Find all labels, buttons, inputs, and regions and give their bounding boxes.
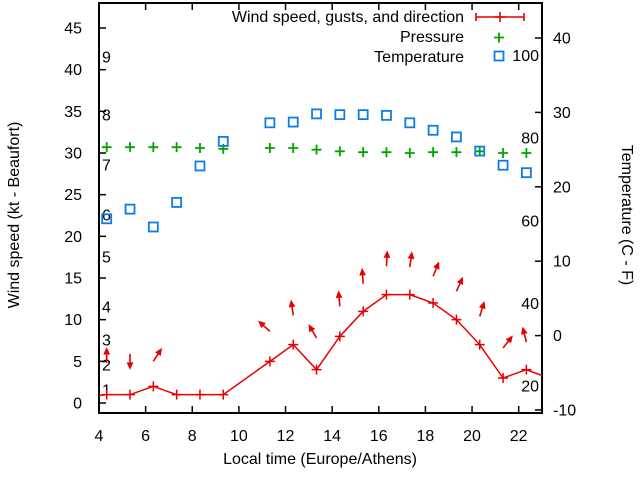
left-tick-label: 20 — [64, 229, 82, 246]
left-tick-label: 45 — [64, 21, 82, 38]
axis-ticks-and-labels: 4 6 8 10 12 14 16 18 20 22051015202530354045-1001… — [64, 3, 576, 445]
legend-samples — [475, 12, 525, 62]
right-tick-label: 0 — [553, 328, 562, 345]
right-tick-label: 40 — [553, 31, 571, 48]
beaufort-label: 6 — [102, 208, 111, 225]
x-tick-label: 22 — [510, 428, 528, 445]
wind-direction-arrow — [359, 267, 366, 284]
left-tick-label: 10 — [64, 312, 82, 329]
x-tick-label: 6 — [141, 428, 150, 445]
temperature-point — [194, 160, 206, 172]
wind-direction-arrow — [308, 324, 318, 339]
x-tick-label: 14 — [323, 428, 341, 445]
right-tick-label: 30 — [553, 105, 571, 122]
left-tick-label: 0 — [73, 396, 82, 413]
temperature-point — [520, 167, 532, 179]
wind-speed-series — [98, 289, 543, 400]
temperature-point — [497, 159, 509, 171]
legend-label-temperature: Temperature — [374, 49, 464, 66]
x-tick-label: 10 — [230, 428, 248, 445]
temperature-point — [357, 109, 369, 121]
left-tick-label: 40 — [64, 62, 82, 79]
wind-direction-arrow — [383, 250, 391, 267]
temperature-point — [124, 203, 136, 215]
temperature-point — [171, 197, 183, 208]
fahrenheit-label: 40 — [521, 296, 539, 313]
pressure-series — [101, 142, 532, 159]
temperature-point — [381, 109, 392, 121]
left-tick-label: 25 — [64, 187, 82, 204]
wind-direction-arrow — [407, 251, 415, 268]
fahrenheit-label: 60 — [521, 213, 539, 230]
x-tick-label: 20 — [463, 428, 481, 445]
x-tick-label: 12 — [277, 428, 295, 445]
temperature-point — [264, 117, 276, 129]
beaufort-label: 2 — [102, 358, 111, 375]
left-axis-label: Wind speed (kt - Beaufort) — [6, 122, 23, 309]
beaufort-label: 7 — [102, 158, 111, 175]
x-axis-label: Local time (Europe/Athens) — [223, 451, 417, 468]
wind-direction-arrow — [521, 326, 528, 343]
right-axis-label: Temperature (C - F) — [618, 145, 635, 285]
fahrenheit-label: 20 — [521, 379, 539, 396]
wind-direction-arrow — [502, 335, 513, 349]
temperature-point — [427, 124, 439, 136]
left-tick-label: 30 — [64, 146, 82, 163]
beaufort-label: 9 — [102, 49, 111, 66]
temperature-point — [311, 108, 322, 120]
x-tick-label: 16 — [370, 428, 388, 445]
temperature-point — [147, 221, 159, 233]
right-tick-label: -10 — [553, 403, 576, 420]
fahrenheit-label: 80 — [521, 131, 539, 148]
fahrenheit-label: 100 — [512, 48, 539, 65]
left-tick-label: 35 — [64, 104, 82, 121]
wind-direction-arrow — [335, 290, 343, 307]
legend-sample-temperature — [493, 50, 505, 62]
wind-direction-arrow — [152, 347, 163, 362]
left-tick-label: 15 — [64, 271, 82, 288]
temperature-point — [334, 109, 346, 121]
wind-direction-arrow — [455, 276, 463, 292]
wind-direction-arrow — [288, 299, 296, 316]
beaufort-label: 3 — [102, 333, 111, 350]
temperature-point — [217, 136, 229, 147]
wind-direction-arrow — [103, 347, 111, 364]
wind-direction-arrow — [258, 320, 271, 332]
legend-label-pressure: Pressure — [400, 29, 464, 46]
right-tick-label: 10 — [553, 254, 571, 271]
wind-direction-arrow — [478, 301, 486, 317]
x-tick-label: 4 — [95, 428, 104, 445]
temperature-point — [404, 117, 416, 129]
temperature-series — [101, 108, 532, 233]
wind-direction-arrow — [126, 353, 134, 370]
beaufort-label: 5 — [102, 249, 111, 266]
chart-generated-content: 4 6 8 10 12 14 16 18 20 22051015202530354045-1001… — [64, 2, 576, 445]
legend-label-wind: Wind speed, gusts, and direction — [232, 9, 464, 26]
temperature-point — [101, 213, 113, 225]
x-tick-label: 8 — [188, 428, 197, 445]
beaufort-label: 8 — [102, 108, 111, 125]
right-tick-label: 20 — [553, 179, 571, 196]
x-tick-label: 18 — [417, 428, 435, 445]
wind-direction-arrow — [432, 261, 440, 277]
temperature-point — [287, 116, 299, 128]
beaufort-label: 4 — [102, 299, 111, 316]
wind-direction-arrows — [103, 250, 528, 370]
plot-border — [98, 2, 543, 414]
temperature-point — [451, 131, 462, 143]
temperature-point — [474, 145, 486, 157]
left-tick-label: 5 — [73, 354, 82, 371]
